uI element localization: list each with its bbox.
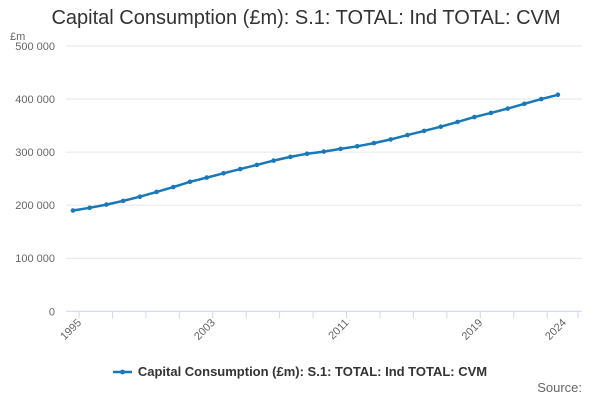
x-tick-label: 2003	[192, 317, 218, 343]
data-point-marker[interactable]	[538, 96, 544, 102]
data-point-marker[interactable]	[354, 144, 360, 149]
legend-item[interactable]: Capital Consumption (£m): S.1: TOTAL: In…	[0, 364, 600, 379]
data-point-marker[interactable]	[455, 119, 460, 125]
data-point-marker[interactable]	[254, 162, 260, 168]
source-label: Source:	[537, 380, 582, 395]
data-point-marker[interactable]	[154, 189, 159, 195]
chart-title: Capital Consumption (£m): S.1: TOTAL: In…	[51, 7, 561, 29]
data-point-marker[interactable]	[338, 146, 343, 152]
legend-series-label: Capital Consumption (£m): S.1: TOTAL: In…	[137, 364, 488, 379]
data-point-marker[interactable]	[288, 154, 293, 160]
data-point-marker[interactable]	[371, 140, 377, 146]
x-tick-label: 2024	[543, 317, 569, 343]
data-point-marker[interactable]	[472, 114, 477, 120]
data-point-marker[interactable]	[488, 110, 494, 116]
y-tick-label: 400 000	[15, 94, 55, 106]
x-tick-label: 2011	[326, 317, 351, 342]
y-tick-label: 100 000	[15, 253, 55, 265]
data-point-marker[interactable]	[104, 202, 109, 207]
data-point-marker[interactable]	[555, 92, 561, 98]
data-point-marker[interactable]	[70, 208, 76, 213]
data-point-marker[interactable]	[237, 166, 243, 172]
y-axis-unit-label: £m	[10, 31, 26, 43]
data-point-marker[interactable]	[271, 158, 276, 163]
y-tick-label: 300 000	[15, 147, 55, 159]
data-point-marker[interactable]	[87, 205, 92, 211]
data-point-marker[interactable]	[204, 175, 210, 180]
series-line	[71, 93, 560, 212]
y-tick-label: 0	[49, 306, 55, 318]
data-point-marker[interactable]	[405, 132, 410, 138]
y-tick-label: 200 000	[15, 200, 55, 212]
data-point-marker[interactable]	[187, 179, 193, 185]
legend-series-symbol	[112, 369, 132, 374]
data-point-marker[interactable]	[120, 198, 126, 204]
x-tick-label: 2019	[460, 317, 486, 343]
data-point-marker[interactable]	[421, 128, 427, 134]
y-tick-label: 500 000	[15, 41, 55, 53]
data-point-marker[interactable]	[388, 137, 394, 142]
data-point-marker[interactable]	[438, 124, 444, 129]
data-point-marker[interactable]	[321, 149, 327, 154]
data-point-marker[interactable]	[505, 106, 511, 111]
data-point-marker[interactable]	[522, 101, 527, 107]
data-point-marker[interactable]	[171, 184, 176, 190]
data-point-marker[interactable]	[304, 151, 310, 156]
x-tick-label: 1995	[58, 317, 84, 343]
data-point-marker[interactable]	[137, 194, 143, 199]
data-point-marker[interactable]	[221, 171, 226, 176]
